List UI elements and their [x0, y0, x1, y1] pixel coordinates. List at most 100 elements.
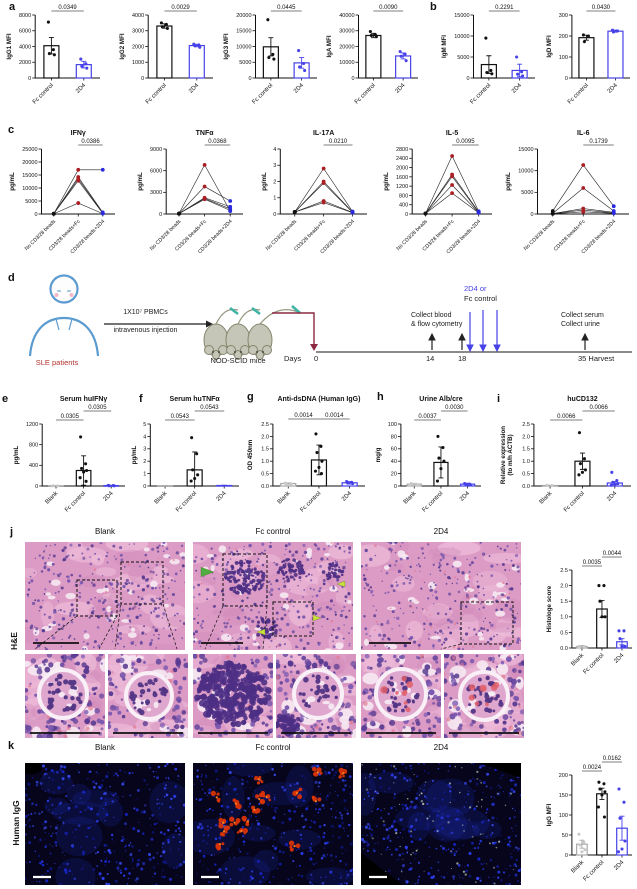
svg-text:0.0368: 0.0368	[208, 139, 227, 145]
he-image-2d4	[361, 542, 521, 650]
svg-text:Fc control: Fc control	[421, 491, 444, 514]
svg-text:Fc control: Fc control	[32, 83, 55, 106]
svg-text:2.5: 2.5	[261, 422, 269, 428]
patients-label: SLE patients	[35, 358, 79, 367]
treatment-label-fc: Fc control	[464, 294, 497, 303]
svg-text:1000: 1000	[132, 60, 144, 66]
svg-text:0: 0	[35, 484, 38, 490]
chart-anti-dsdna: 0.0 0.5 1.0 1.5 2.0 2.5 OD 450nm Blank Fc contro…	[246, 392, 370, 518]
svg-text:0.0: 0.0	[261, 484, 269, 490]
svg-text:CD3/28 beads+2D4: CD3/28 beads+2D4	[581, 219, 618, 256]
svg-text:2.0: 2.0	[522, 434, 530, 440]
collect-blood-line1: Collect blood	[411, 312, 452, 319]
svg-text:0: 0	[141, 76, 144, 82]
svg-text:2D4: 2D4	[613, 652, 625, 664]
panel-c-label: c	[8, 124, 15, 136]
svg-text:800: 800	[399, 193, 408, 199]
svg-text:2: 2	[273, 179, 276, 185]
svg-text:pg/mL: pg/mL	[137, 172, 144, 191]
svg-text:2D4: 2D4	[188, 82, 200, 94]
if-column-2d4: 2D4	[433, 743, 449, 752]
svg-text:0.0386: 0.0386	[81, 139, 100, 145]
svg-text:0.0035: 0.0035	[583, 560, 602, 566]
svg-text:Fc control: Fc control	[582, 653, 605, 676]
svg-text:2000: 2000	[19, 60, 31, 66]
chart-tnfa: 0 3000 6000 9000 pg/mL No CD3/28 beads CD3/28 …	[136, 126, 248, 258]
svg-text:3: 3	[273, 163, 276, 169]
svg-text:Relative expression: Relative expression	[500, 426, 507, 484]
collect-serum-label: Collect serum	[561, 312, 604, 319]
svg-text:10000: 10000	[22, 186, 37, 192]
if-image-blank	[25, 763, 185, 885]
panel-i-label: i	[497, 393, 501, 405]
svg-text:Histologe score: Histologe score	[546, 585, 553, 632]
svg-text:(to m/h ACTB): (to m/h ACTB)	[507, 434, 514, 475]
svg-text:0: 0	[159, 212, 162, 218]
svg-text:20: 20	[391, 472, 397, 478]
svg-text:0.0037: 0.0037	[418, 414, 437, 420]
he-row-label: H&E	[9, 632, 19, 650]
collect-blood-line2: & flow cytometry	[411, 321, 463, 328]
svg-text:1: 1	[143, 472, 146, 478]
svg-text:1.0: 1.0	[261, 459, 269, 465]
panel-e-label: e	[2, 393, 9, 405]
svg-text:0.0305: 0.0305	[88, 405, 107, 411]
svg-text:IgD MFI: IgD MFI	[546, 35, 553, 58]
panel-d-label: d	[8, 272, 15, 284]
day-14: 14	[426, 354, 435, 363]
he-image-fc-control	[193, 542, 353, 650]
svg-text:pg/mL: pg/mL	[383, 172, 390, 191]
svg-text:2D4: 2D4	[293, 82, 305, 94]
svg-text:80: 80	[391, 434, 397, 440]
he-inset-2d4-1	[361, 654, 441, 738]
chart-igg1-mfi: 0 2000 4000 6000 8000 IgG1 MFI Fc control 2D4 0.…	[5, 2, 105, 110]
svg-text:6000: 6000	[150, 169, 162, 175]
svg-text:pg/mL: pg/mL	[13, 446, 20, 465]
svg-text:Blank: Blank	[570, 652, 586, 668]
svg-text:0: 0	[248, 76, 251, 82]
svg-text:0.0030: 0.0030	[445, 405, 464, 411]
he-image-blank	[25, 542, 185, 650]
chart-iga-mfi: 0 10000 20000 30000 40000 IgA MFI Fc control 2D…	[325, 2, 423, 110]
panel-g-label: g	[247, 391, 254, 403]
panel-b-label: b	[430, 1, 437, 13]
svg-text:4: 4	[143, 434, 146, 440]
svg-text:OD 450nm: OD 450nm	[247, 439, 254, 470]
svg-text:0.5: 0.5	[560, 630, 568, 636]
svg-text:IL-6: IL-6	[577, 130, 590, 137]
svg-text:0: 0	[143, 484, 146, 490]
svg-text:1.5: 1.5	[560, 599, 568, 605]
experiment-schematic	[28, 274, 632, 360]
svg-text:2D4: 2D4	[103, 490, 115, 502]
day-0: 0	[314, 354, 319, 363]
transfer-arrow	[272, 312, 318, 351]
svg-text:0.0029: 0.0029	[171, 5, 190, 11]
svg-text:5000: 5000	[521, 190, 533, 196]
chart-il17a: 0 1 2 3 4 pg/mL No CD3/28 beads CD3/28 beads+Fc…	[260, 126, 372, 258]
chart-igg2-mfi: 0 1000 2000 3000 4000 IgG2 MFI Fc control 2D4 0.…	[118, 2, 218, 110]
day-18: 18	[458, 354, 467, 363]
svg-text:15000: 15000	[22, 173, 37, 179]
chart-histology-score: 0.0 0.5 1.0 1.5 2.0 2.5 Histologe score Blank Fc…	[545, 548, 637, 680]
svg-text:0.0090: 0.0090	[379, 5, 398, 11]
days-label: Days	[284, 354, 302, 363]
svg-text:0.0305: 0.0305	[61, 414, 80, 420]
injection-arrow	[104, 320, 213, 328]
svg-text:2: 2	[143, 459, 146, 465]
svg-text:No CD3/28 beads: No CD3/28 beads	[523, 218, 557, 252]
svg-text:Serum huIFNγ: Serum huIFNγ	[60, 396, 108, 403]
panel-f-label: f	[139, 393, 143, 405]
svg-text:6000: 6000	[19, 29, 31, 35]
svg-text:Fc control: Fc control	[563, 491, 586, 514]
svg-text:1: 1	[273, 196, 276, 202]
svg-text:1.0: 1.0	[560, 615, 568, 621]
svg-text:0.0066: 0.0066	[557, 414, 576, 420]
svg-text:2800: 2800	[396, 147, 408, 153]
chart-ifng: 0 5000 10000 15000 20000 25000 pg/mL No CD3/28 …	[8, 126, 120, 258]
svg-text:10000: 10000	[518, 169, 533, 175]
if-image-2d4	[361, 763, 521, 885]
svg-text:20000: 20000	[339, 44, 354, 50]
svg-text:0: 0	[34, 212, 37, 218]
svg-text:2000: 2000	[132, 44, 144, 50]
